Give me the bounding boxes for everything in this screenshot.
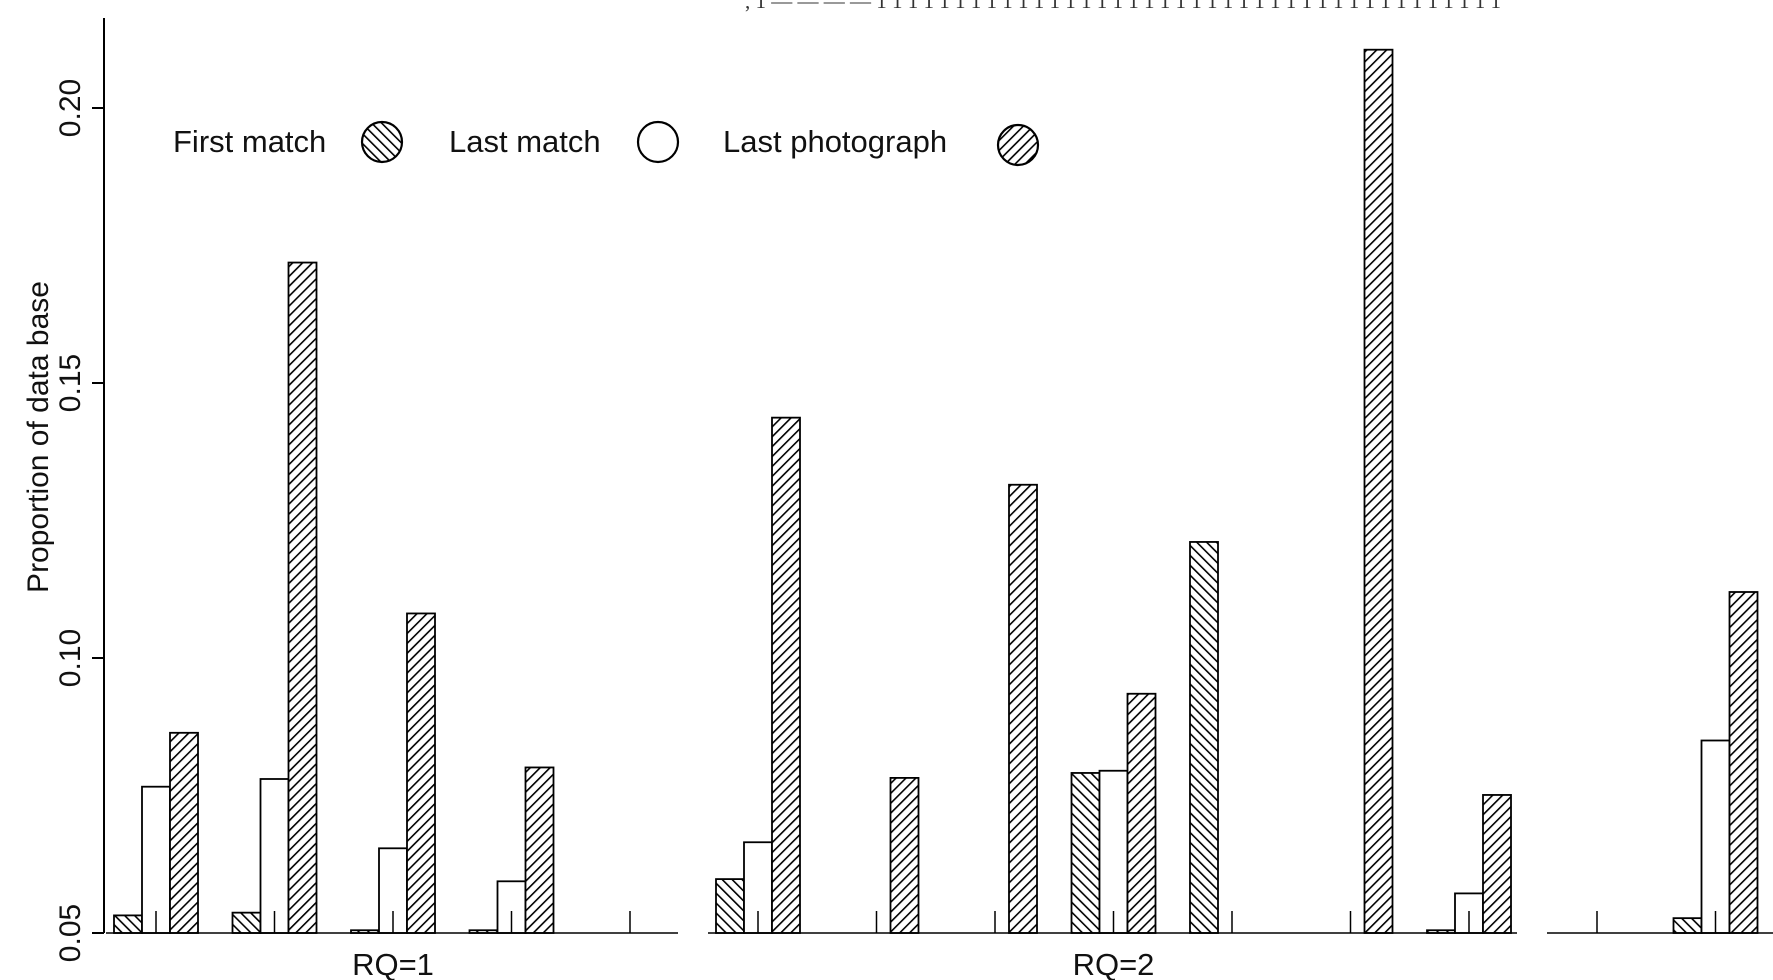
legend-label-last-match: Last match (449, 124, 601, 159)
legend-swatch-first-match (360, 120, 404, 164)
y-tick-label: 0.20 (54, 79, 87, 137)
group-label: RQ=1 (352, 947, 434, 980)
y-axis-label: Proportion of data base (22, 281, 55, 593)
y-axis: 0.05 0.10 0.15 0.20 (54, 18, 105, 962)
legend: First match Last match Last photograph (173, 120, 1040, 167)
bar-last-photograph (889, 777, 920, 934)
y-tick-label: 0.05 (54, 904, 87, 962)
bar-last-match (259, 778, 290, 934)
bar-first-match (1672, 917, 1703, 934)
bar-last-photograph (1126, 692, 1157, 934)
header-fragment: , 1 — — — — 1 1 1 1 1 1 1 1 1 1 1 1 1 1 … (745, 0, 1501, 13)
bar-last-photograph (406, 612, 436, 934)
bar-first-match (113, 914, 143, 934)
legend-swatch-last-photograph (996, 123, 1040, 167)
bars (106, 48, 1773, 934)
bar-first-match (1189, 541, 1219, 934)
bar-last-photograph (169, 731, 199, 934)
bar-last-photograph (1008, 483, 1038, 934)
legend-item-first-match: First match (173, 120, 404, 164)
bar-last-photograph (771, 416, 801, 934)
legend-item-last-photograph: Last photograph (723, 123, 1040, 167)
legend-label-last-photograph: Last photograph (723, 124, 947, 159)
legend-swatch-last-match (636, 120, 680, 164)
legend-label-first-match: First match (173, 124, 326, 159)
legend-item-last-match: Last match (449, 120, 680, 164)
bar-first-match (715, 878, 745, 934)
bar-last-match (1700, 739, 1731, 934)
group-labels: RQ=1RQ=2RQ=3 (352, 947, 1155, 980)
bar-last-photograph (1728, 591, 1759, 934)
bar-last-match (1098, 769, 1129, 934)
y-tick-label: 0.15 (54, 354, 87, 412)
group-label: RQ=2 (1073, 947, 1155, 980)
y-tick-label: 0.10 (54, 629, 87, 687)
bar-first-match (1070, 772, 1101, 934)
bar-last-photograph (287, 261, 318, 934)
bar-last-photograph (1363, 48, 1394, 934)
bar-first-match (231, 911, 262, 934)
bar-last-photograph (1482, 794, 1512, 934)
bar-last-photograph (524, 766, 555, 934)
